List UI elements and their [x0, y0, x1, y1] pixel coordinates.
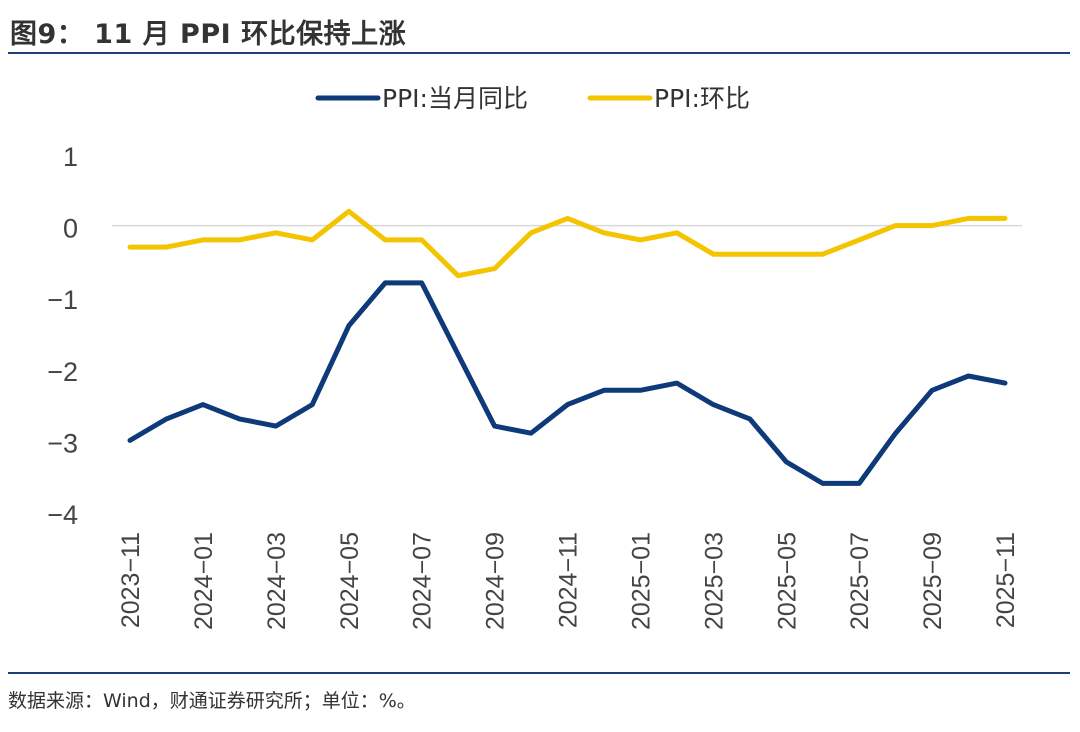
legend-label: PPI:环比	[654, 84, 750, 113]
chart-canvas: PPI:当月同比 PPI:环比 1 0 −1 −2 −3 −4 2023−11 2024−01…	[47, 84, 1022, 630]
y-tick-label: 1	[63, 142, 78, 172]
x-tick-label: 2025−11	[992, 532, 1020, 628]
x-tick-label: 2024−05	[336, 532, 364, 630]
x-tick-label: 2024−09	[482, 532, 510, 630]
legend-label: PPI:当月同比	[382, 84, 528, 113]
y-tick-label: −3	[47, 428, 78, 458]
x-tick-label: 2024−07	[409, 532, 437, 630]
y-tick-label: −2	[47, 357, 78, 387]
bottom-rule	[8, 672, 1070, 674]
x-tick-label: 2024−03	[263, 532, 291, 630]
x-tick-label: 2025−07	[846, 532, 874, 630]
x-axis: 2023−11 2024−01 2024−03 2024−05 2024−07 2024−…	[117, 532, 1020, 630]
x-tick-label: 2024−11	[555, 532, 583, 628]
series-line-ppi-yoy	[127, 280, 1008, 486]
top-rule	[8, 52, 1070, 54]
x-tick-label: 2025−01	[627, 532, 655, 630]
y-axis: 1 0 −1 −2 −3 −4	[47, 142, 78, 530]
series-group	[127, 208, 1008, 486]
figure-title: 图9： 11 月 PPI 环比保持上涨	[10, 19, 407, 50]
y-tick-label: 0	[63, 214, 78, 244]
series-line-ppi-mom	[127, 208, 1008, 279]
x-tick-label: 2023−11	[117, 532, 145, 628]
x-tick-label: 2024−01	[190, 532, 218, 630]
source-note: 数据来源：Wind，财通证券研究所；单位：%。	[8, 690, 416, 712]
x-tick-label: 2025−05	[773, 532, 801, 630]
legend: PPI:当月同比 PPI:环比	[315, 84, 750, 113]
y-tick-label: −1	[47, 285, 78, 315]
x-tick-label: 2025−03	[700, 532, 728, 630]
x-tick-label: 2025−09	[919, 532, 947, 630]
y-tick-label: −4	[47, 500, 78, 530]
